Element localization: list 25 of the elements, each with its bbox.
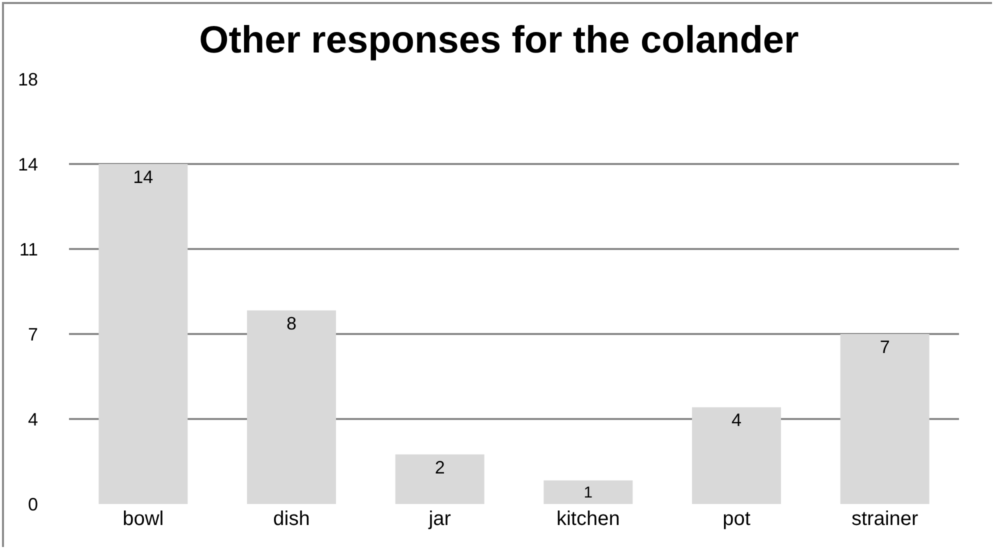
bar <box>544 480 633 504</box>
x-tick-label: strainer <box>851 508 919 530</box>
data-label: 8 <box>286 313 297 334</box>
y-tick-label: 18 <box>18 69 38 90</box>
x-tick-label: pot <box>722 508 751 530</box>
data-label: 2 <box>434 457 445 478</box>
bar <box>98 164 188 504</box>
data-label: 7 <box>880 337 890 357</box>
x-tick-label: dish <box>273 508 310 530</box>
data-label: 4 <box>731 410 742 430</box>
bar <box>395 454 484 504</box>
x-tick-label: bowl <box>122 508 164 530</box>
y-tick-label: 7 <box>28 324 38 344</box>
y-tick-label: 4 <box>28 409 38 430</box>
x-tick-label: jar <box>428 508 452 530</box>
data-label: 1 <box>584 484 593 502</box>
bar <box>247 310 336 504</box>
chart-title: Other responses for the colander <box>199 19 800 62</box>
y-tick-label: 0 <box>28 494 38 514</box>
bar <box>692 407 781 504</box>
data-label: 14 <box>133 167 154 187</box>
y-tick-label: 14 <box>18 154 38 174</box>
bar <box>840 334 930 504</box>
y-tick-label: 11 <box>19 239 38 260</box>
x-tick-label: kitchen <box>556 508 620 530</box>
